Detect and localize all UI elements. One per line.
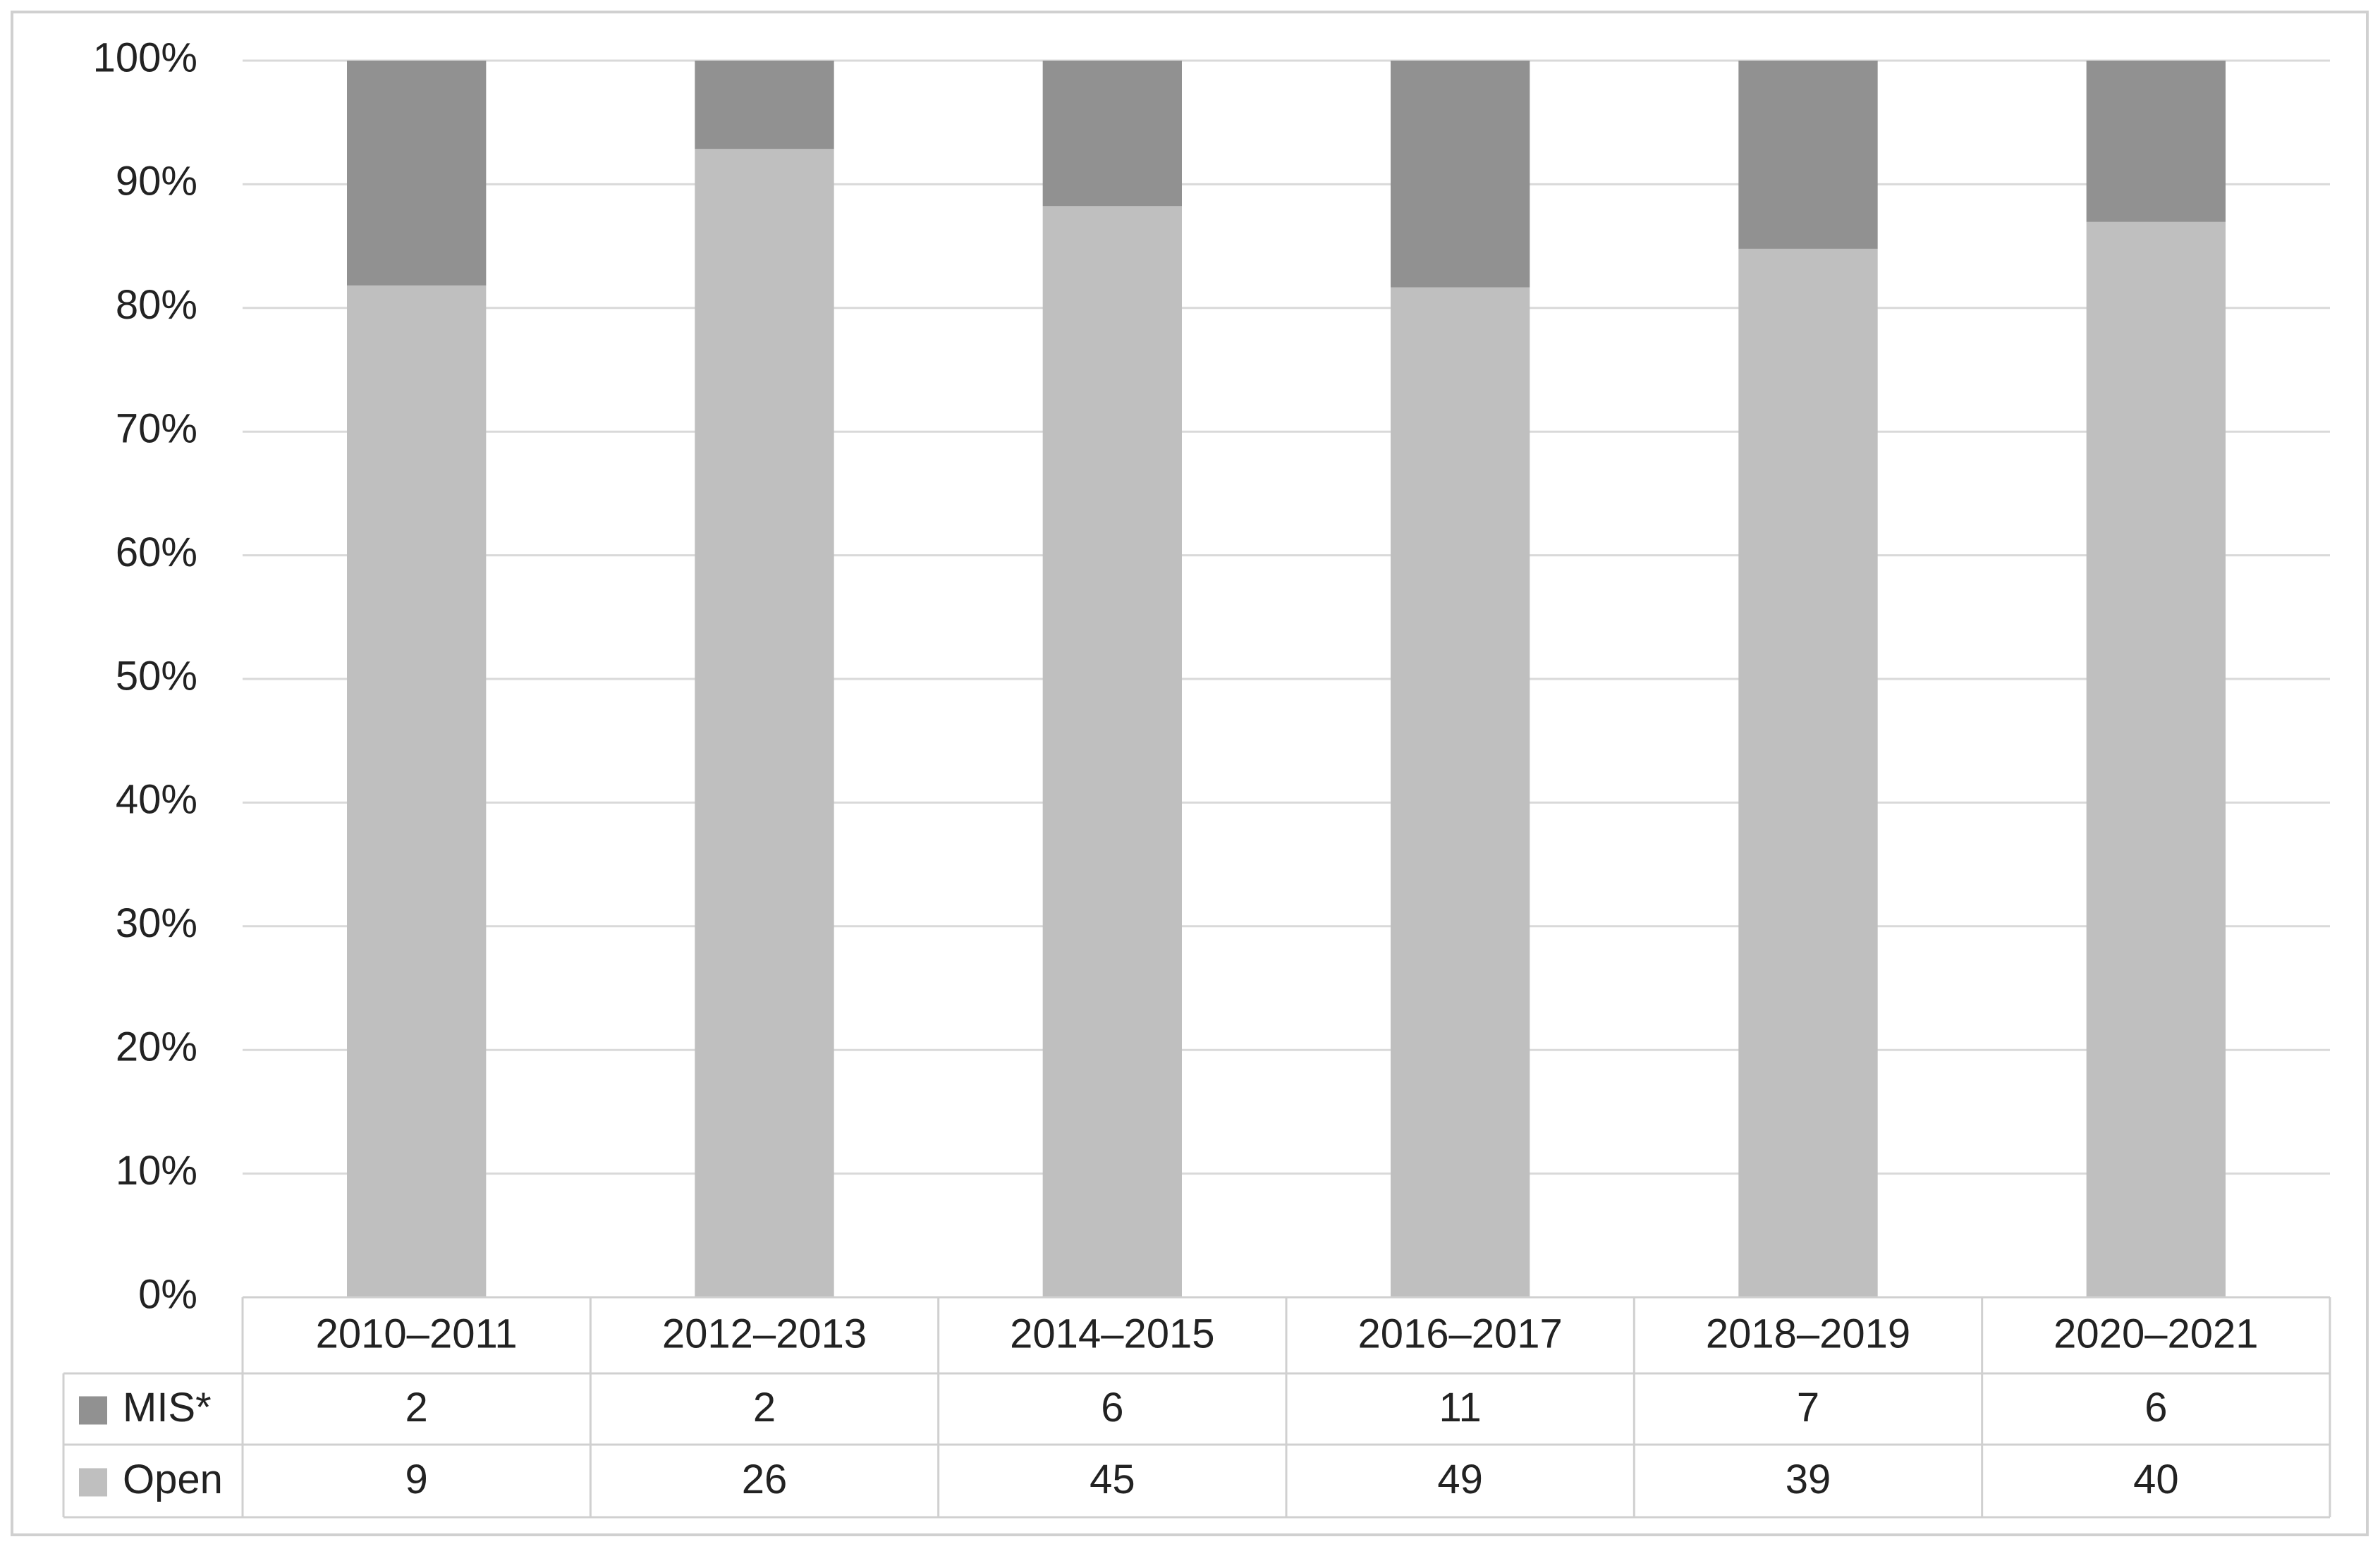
table-value: 7 — [1797, 1385, 1819, 1431]
table-value: 6 — [1101, 1385, 1123, 1431]
bar-segment — [1738, 61, 1878, 249]
table-value: 39 — [1786, 1457, 1831, 1502]
x-tick-label: 2020–2021 — [2053, 1311, 2258, 1356]
table-value: 2 — [405, 1385, 428, 1431]
y-tick-label: 60% — [116, 529, 197, 575]
y-tick-label: 80% — [116, 282, 197, 328]
bar-segment — [695, 61, 834, 149]
legend-label: MIS* — [123, 1385, 212, 1431]
y-tick-label: 10% — [116, 1148, 197, 1194]
bar-segment — [2086, 61, 2226, 222]
x-tick-label: 2012–2013 — [662, 1311, 867, 1356]
x-tick-label: 2016–2017 — [1358, 1311, 1563, 1356]
bar-segment — [1391, 61, 1530, 288]
legend-swatch — [79, 1396, 107, 1425]
x-tick-label: 2014–2015 — [1010, 1311, 1214, 1356]
table-value: 9 — [405, 1457, 428, 1502]
bar-segment — [2086, 221, 2226, 1298]
bar-segment — [1042, 61, 1182, 207]
y-tick-label: 100% — [93, 35, 197, 80]
legend-label: Open — [123, 1457, 223, 1502]
y-tick-label: 30% — [116, 900, 197, 946]
y-tick-label: 0% — [138, 1271, 197, 1317]
y-tick-label: 40% — [116, 777, 197, 823]
table-value: 26 — [742, 1457, 788, 1502]
bar-segment — [347, 61, 487, 286]
y-tick-label: 50% — [116, 653, 197, 699]
table-value: 6 — [2144, 1385, 2167, 1431]
table-value: 49 — [1437, 1457, 1483, 1502]
legend-swatch — [79, 1468, 107, 1497]
table-value: 45 — [1090, 1457, 1135, 1502]
table-value: 40 — [2133, 1457, 2179, 1502]
bar-segment — [1738, 248, 1878, 1297]
y-tick-label: 20% — [116, 1024, 197, 1070]
table-value: 2 — [753, 1385, 776, 1431]
bar-segment — [347, 285, 487, 1298]
y-tick-label: 70% — [116, 406, 197, 452]
bar-segment — [1042, 206, 1182, 1298]
y-tick-label: 90% — [116, 159, 197, 204]
bar-segment — [695, 149, 834, 1297]
x-tick-label: 2018–2019 — [1706, 1311, 1910, 1356]
table-value: 11 — [1439, 1385, 1482, 1431]
x-tick-label: 2010–2011 — [316, 1311, 518, 1356]
bar-segment — [1391, 287, 1530, 1298]
